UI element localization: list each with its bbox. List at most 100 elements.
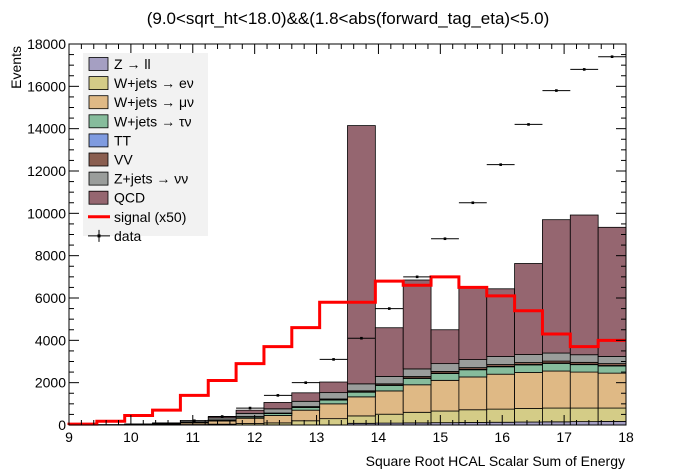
stack-bar-7-19 xyxy=(597,226,627,357)
data-point-marker xyxy=(360,336,363,340)
stack-bar-6-15 xyxy=(486,356,516,365)
data-point-13 xyxy=(431,237,459,241)
stack-bar-1-15 xyxy=(486,408,516,423)
data-point-marker xyxy=(610,55,614,58)
stack-bar-7-6 xyxy=(235,409,265,414)
stack-bar-7-7 xyxy=(263,402,293,410)
stack-layer xyxy=(68,125,627,426)
data-point-7 xyxy=(263,394,292,397)
stack-bar-2-16 xyxy=(514,372,543,409)
stack-bar-6-14 xyxy=(458,359,488,369)
data-point-18 xyxy=(570,68,599,71)
data-point-15 xyxy=(486,163,515,166)
data-point-marker xyxy=(555,89,558,92)
stack-bar-0-19 xyxy=(597,421,627,426)
legend-label: TT xyxy=(114,132,132,148)
stack-bar-2-19 xyxy=(597,372,627,409)
y-tick-label: 6000 xyxy=(35,290,66,306)
data-point-marker xyxy=(248,406,252,410)
stack-bar-2-17 xyxy=(542,370,571,409)
y-tick-label: 0 xyxy=(58,417,66,433)
x-tick-label: 13 xyxy=(309,429,325,445)
x-tick-label: 17 xyxy=(556,429,572,445)
data-point-marker xyxy=(415,275,419,279)
stack-bar-7-8 xyxy=(291,392,321,402)
data-point-4 xyxy=(180,419,209,423)
stack-bar-7-13 xyxy=(430,329,460,365)
stack-bar-3-8 xyxy=(291,407,321,411)
stack-bar-2-10 xyxy=(347,396,376,417)
data-point-6 xyxy=(236,406,264,410)
data-point-5 xyxy=(208,415,237,418)
stack-bar-2-13 xyxy=(430,379,460,412)
stack-bar-3-18 xyxy=(569,364,599,373)
data-point-marker xyxy=(193,419,196,423)
legend-label: W+jets → eν xyxy=(114,75,194,91)
stack-bar-6-7 xyxy=(263,408,293,414)
data-point-12 xyxy=(403,275,432,279)
x-axis-label: Square Root HCAL Scalar Sum of Energy xyxy=(366,453,625,469)
signal-line xyxy=(67,275,626,426)
stack-bar-2-14 xyxy=(458,376,488,411)
data-point-marker xyxy=(387,307,391,310)
legend-label: VV xyxy=(114,152,133,168)
legend-entry-1: W+jets → eν xyxy=(88,75,194,91)
y-tick-label: 12000 xyxy=(27,163,66,179)
stack-bar-2-18 xyxy=(569,371,599,409)
y-tick-label: 14000 xyxy=(27,121,66,137)
stack-bar-6-8 xyxy=(291,400,321,407)
legend-label: data xyxy=(114,228,141,244)
stack-bar-7-16 xyxy=(514,263,543,355)
stack-bar-2-7 xyxy=(263,415,293,424)
y-tick-label: 18000 xyxy=(27,36,66,52)
legend-swatch xyxy=(88,133,109,148)
legend-swatch xyxy=(88,152,109,167)
stack-bar-3-10 xyxy=(347,391,376,398)
stack-bar-3-9 xyxy=(319,399,348,405)
stack-bar-6-11 xyxy=(374,376,404,385)
stack-bar-1-18 xyxy=(569,407,599,423)
stack-bar-2-15 xyxy=(486,373,516,410)
stack-bar-7-18 xyxy=(569,214,599,356)
x-tick-label: 16 xyxy=(494,429,510,445)
stack-bar-7-9 xyxy=(319,381,348,394)
data-point-19 xyxy=(598,55,626,58)
stack-bar-6-17 xyxy=(542,352,571,362)
y-tick-label: 10000 xyxy=(27,205,66,221)
data-point-marker xyxy=(443,237,447,241)
stack-bar-6-6 xyxy=(235,412,265,417)
stack-bar-7-10 xyxy=(347,125,376,385)
stack-bar-3-15 xyxy=(486,366,516,375)
legend-entry-4: TT xyxy=(88,132,132,148)
legend-entry-0: Z → ll xyxy=(88,56,151,72)
data-layer xyxy=(180,55,626,423)
data-point-marker xyxy=(499,163,502,166)
data-point-marker xyxy=(471,201,475,205)
stack-bar-6-10 xyxy=(347,383,376,392)
stack-bar-7-11 xyxy=(374,327,404,377)
data-point-marker xyxy=(582,68,586,71)
legend-label: Z+jets → νν xyxy=(114,171,188,187)
legend: Z → ll W+jets → eν W+jets → μν W+jets → τν T… xyxy=(83,53,208,244)
legend-point-marker xyxy=(97,234,101,238)
data-point-8 xyxy=(291,381,320,384)
data-point-14 xyxy=(458,201,487,205)
stack-bar-7-15 xyxy=(486,288,516,357)
x-tick-label: 12 xyxy=(247,429,263,445)
stack-bar-2-8 xyxy=(291,409,321,422)
stack-bar-7-12 xyxy=(402,279,432,370)
data-point-16 xyxy=(514,123,543,126)
data-point-17 xyxy=(542,89,571,92)
stack-bar-6-13 xyxy=(430,363,460,372)
stack-bar-3-11 xyxy=(374,385,404,392)
data-point-marker xyxy=(304,381,308,384)
y-tick-label: 4000 xyxy=(35,332,66,348)
stack-bar-1-10 xyxy=(347,415,376,424)
legend-label: W+jets → τν xyxy=(114,113,192,129)
legend-entry-2: W+jets → μν xyxy=(88,94,194,110)
stack-bar-1-13 xyxy=(430,410,460,424)
data-point-marker xyxy=(276,394,280,397)
data-point-marker xyxy=(332,358,335,361)
x-tick-label: 14 xyxy=(371,429,387,445)
